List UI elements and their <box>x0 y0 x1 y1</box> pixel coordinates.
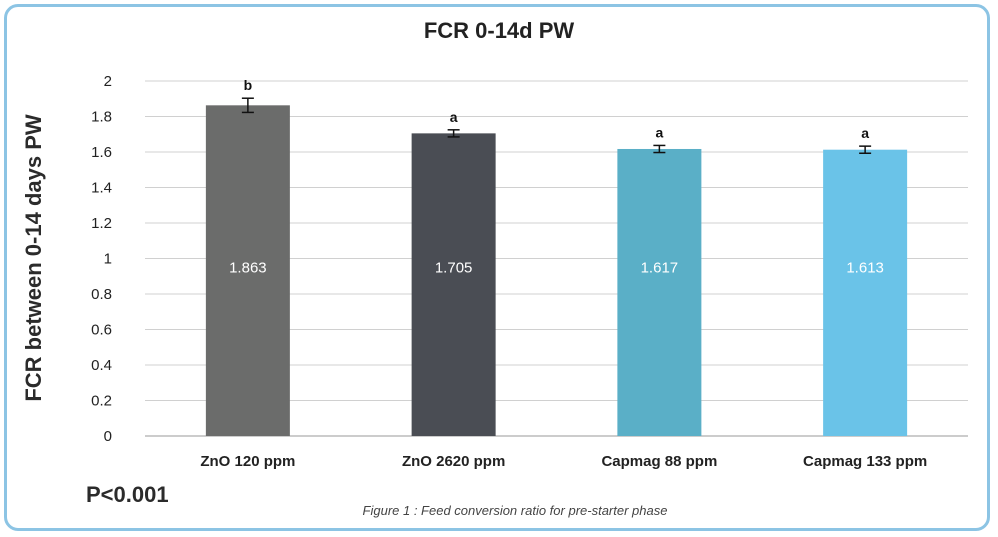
y-tick-label: 0.8 <box>91 286 112 303</box>
data-label: 1.617 <box>641 260 679 277</box>
chart-frame <box>4 4 990 531</box>
significance-label: b <box>244 77 253 93</box>
x-tick-label: Capmag 133 ppm <box>803 453 927 470</box>
y-tick-label: 1.4 <box>91 180 112 197</box>
data-label: 1.705 <box>435 260 473 277</box>
bar <box>411 133 496 437</box>
y-tick-label: 1.6 <box>91 144 112 161</box>
bar <box>205 105 290 436</box>
p-value: P<0.001 <box>86 482 169 507</box>
significance-label: a <box>861 125 869 141</box>
x-tick-label: ZnO 120 ppm <box>200 453 295 470</box>
y-tick-label: 0.2 <box>91 393 112 410</box>
figure-caption: Figure 1 : Feed conversion ratio for pre… <box>362 503 668 518</box>
bar <box>617 148 702 437</box>
y-tick-label: 2 <box>104 73 112 90</box>
y-tick-label: 0.6 <box>91 322 112 339</box>
data-label: 1.613 <box>846 260 884 277</box>
x-tick-label: Capmag 88 ppm <box>601 453 717 470</box>
y-tick-label: 1.2 <box>91 215 112 232</box>
bar <box>823 149 908 436</box>
x-tick-label: ZnO 2620 ppm <box>402 453 505 470</box>
data-label: 1.863 <box>229 260 267 277</box>
y-tick-label: 0.4 <box>91 357 112 374</box>
chart-title: FCR 0-14d PW <box>423 18 575 43</box>
y-tick-label: 1.8 <box>91 109 112 126</box>
y-tick-label: 1 <box>104 251 112 268</box>
significance-label: a <box>450 109 458 125</box>
significance-label: a <box>655 124 663 140</box>
y-tick-label: 0 <box>104 428 112 445</box>
